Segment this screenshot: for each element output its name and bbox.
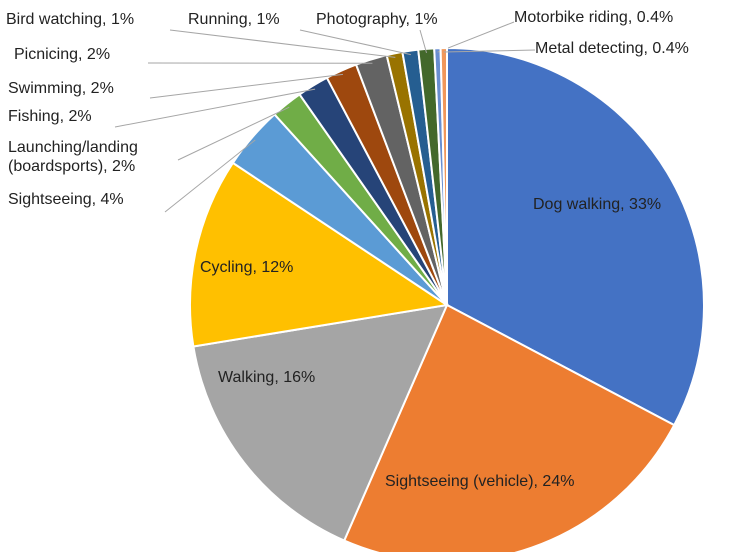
data-label: Cycling, 12% (200, 259, 294, 276)
data-label: Motorbike riding, 0.4% (514, 9, 674, 26)
data-label: Sightseeing, 4% (8, 191, 124, 208)
data-label: Sightseeing (vehicle), 24% (385, 473, 575, 490)
pie-slice (342, 303, 676, 552)
leader-line (169, 29, 396, 58)
leader-line (437, 21, 515, 53)
leader-line (419, 29, 428, 53)
data-label: Dog walking, 33% (533, 196, 662, 213)
leader-line (443, 49, 536, 53)
data-label: Swimming, 2% (8, 80, 114, 97)
pie-slice (439, 46, 448, 306)
pie-slice (446, 46, 705, 427)
pie-slice (192, 303, 449, 542)
data-label: Launching/landing (boardsports), 2% (8, 139, 138, 175)
data-label: Bird watching, 1% (6, 11, 135, 28)
leader-line (164, 139, 256, 213)
data-label: Photography, 1% (316, 11, 438, 28)
data-label: Running, 1% (188, 11, 280, 28)
leader-line (177, 106, 290, 161)
leader-line (114, 88, 316, 128)
data-label: Picnicing, 2% (14, 46, 111, 63)
data-label: Metal detecting, 0.4% (535, 40, 689, 57)
data-label: Fishing, 2% (8, 108, 92, 125)
leader-line (299, 29, 411, 56)
pie-slice (189, 161, 450, 348)
leader-line (149, 73, 344, 99)
data-label: Walking, 16% (218, 369, 316, 386)
